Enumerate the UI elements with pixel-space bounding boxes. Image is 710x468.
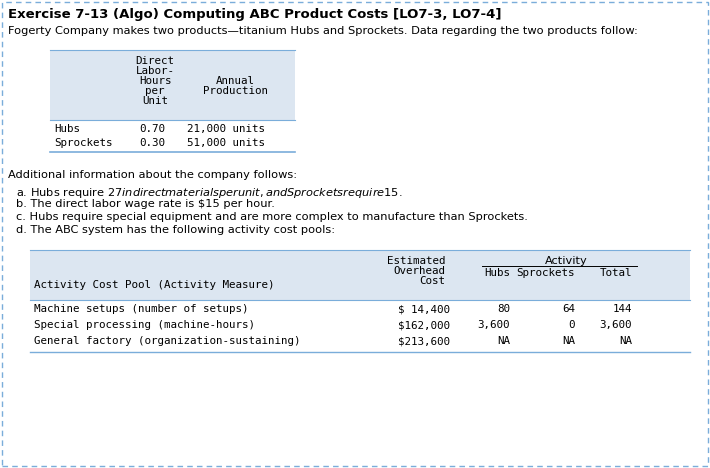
- Text: Estimated: Estimated: [386, 256, 445, 266]
- Text: Activity: Activity: [545, 256, 587, 266]
- Text: c. Hubs require special equipment and are more complex to manufacture than Sproc: c. Hubs require special equipment and ar…: [16, 212, 528, 222]
- Bar: [50, 50, 295, 120]
- Bar: [50, 120, 295, 152]
- Text: NA: NA: [619, 336, 632, 346]
- Text: Unit: Unit: [142, 96, 168, 106]
- Bar: [30, 250, 690, 300]
- Text: General factory (organization-sustaining): General factory (organization-sustaining…: [34, 336, 300, 346]
- Text: Production: Production: [202, 86, 268, 96]
- Text: 64: 64: [562, 304, 575, 314]
- Text: NA: NA: [562, 336, 575, 346]
- Text: Fogerty Company makes two products—titanium Hubs and Sprockets. Data regarding t: Fogerty Company makes two products—titan…: [8, 26, 638, 36]
- Text: Labor-: Labor-: [136, 66, 175, 76]
- Text: Hubs: Hubs: [54, 124, 80, 134]
- Text: b. The direct labor wage rate is $15 per hour.: b. The direct labor wage rate is $15 per…: [16, 199, 275, 209]
- Text: Hubs: Hubs: [484, 268, 510, 278]
- Text: 51,000 units: 51,000 units: [187, 138, 265, 148]
- Text: Sprockets: Sprockets: [516, 268, 575, 278]
- Text: 0.70: 0.70: [139, 124, 165, 134]
- Text: 21,000 units: 21,000 units: [187, 124, 265, 134]
- Text: 144: 144: [613, 304, 632, 314]
- Text: $162,000: $162,000: [398, 320, 450, 330]
- Text: Cost: Cost: [419, 276, 445, 286]
- Text: Total: Total: [599, 268, 632, 278]
- Text: d. The ABC system has the following activity cost pools:: d. The ABC system has the following acti…: [16, 225, 335, 235]
- Text: Direct: Direct: [136, 56, 175, 66]
- Text: Special processing (machine-hours): Special processing (machine-hours): [34, 320, 255, 330]
- Text: 80: 80: [497, 304, 510, 314]
- Text: Overhead: Overhead: [393, 266, 445, 276]
- Text: NA: NA: [497, 336, 510, 346]
- Text: 0.30: 0.30: [139, 138, 165, 148]
- Text: Sprockets: Sprockets: [54, 138, 112, 148]
- Text: Exercise 7-13 (Algo) Computing ABC Product Costs [LO7-3, LO7-4]: Exercise 7-13 (Algo) Computing ABC Produ…: [8, 8, 501, 21]
- Text: 0: 0: [569, 320, 575, 330]
- Text: $ 14,400: $ 14,400: [398, 304, 450, 314]
- Text: a. Hubs require $27 in direct materials per unit, and Sprockets require $15.: a. Hubs require $27 in direct materials …: [16, 186, 403, 200]
- Text: Machine setups (number of setups): Machine setups (number of setups): [34, 304, 248, 314]
- Text: per: per: [146, 86, 165, 96]
- Text: 3,600: 3,600: [599, 320, 632, 330]
- Text: Additional information about the company follows:: Additional information about the company…: [8, 170, 297, 180]
- Text: Activity Cost Pool (Activity Measure): Activity Cost Pool (Activity Measure): [34, 280, 275, 290]
- Text: $213,600: $213,600: [398, 336, 450, 346]
- Text: 3,600: 3,600: [478, 320, 510, 330]
- Text: Annual: Annual: [216, 76, 254, 86]
- Text: Hours: Hours: [138, 76, 171, 86]
